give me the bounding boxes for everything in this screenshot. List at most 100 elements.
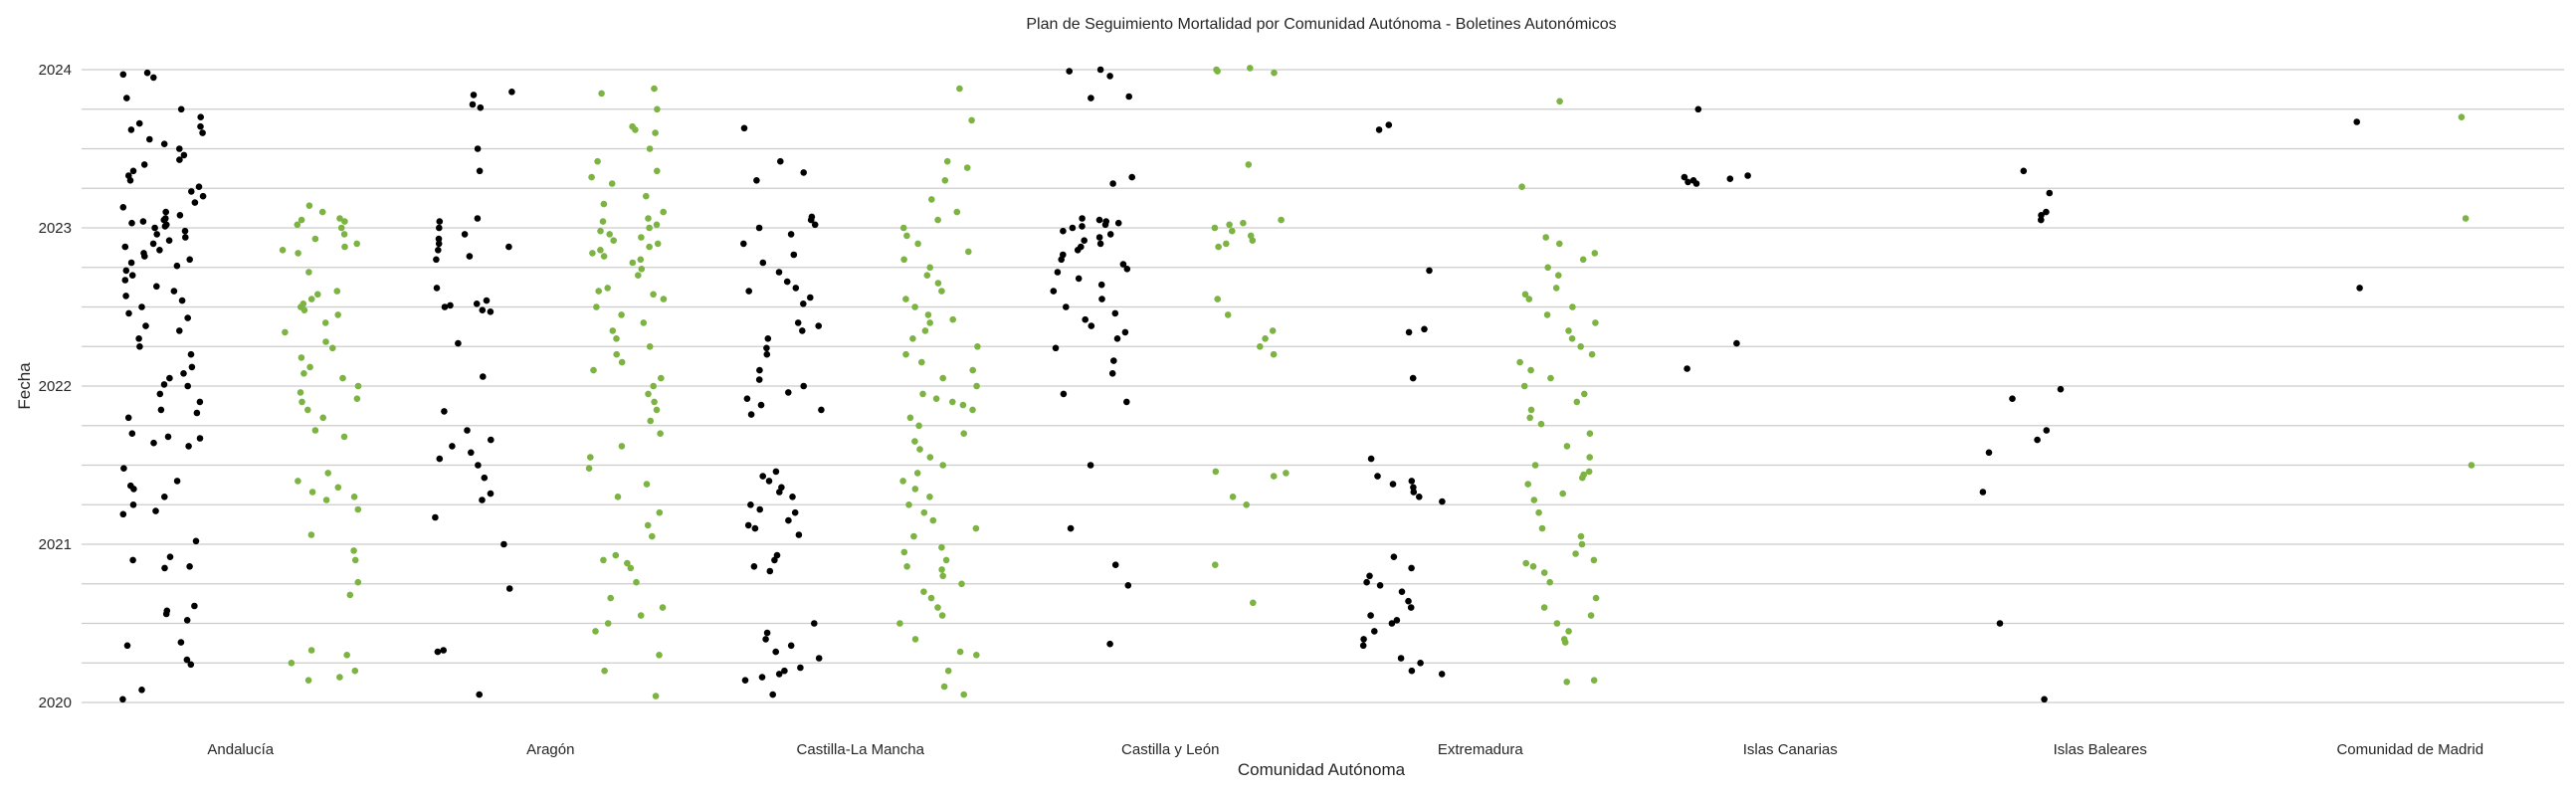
data-point — [959, 401, 967, 409]
data-point — [1108, 370, 1116, 377]
data-point — [188, 188, 195, 195]
data-point — [787, 231, 795, 238]
data-point — [1573, 398, 1581, 406]
data-point — [479, 497, 486, 503]
data-point — [1243, 501, 1250, 508]
data-point — [1588, 350, 1596, 358]
data-point — [759, 473, 766, 480]
data-point — [473, 300, 481, 307]
data-point — [185, 443, 192, 450]
data-point — [789, 494, 796, 500]
data-point — [176, 212, 184, 219]
data-point — [790, 251, 798, 259]
data-point — [638, 266, 646, 273]
data-point — [295, 478, 301, 485]
data-point — [614, 494, 622, 500]
data-point — [656, 652, 663, 659]
data-point — [973, 382, 980, 390]
data-point — [500, 540, 507, 548]
data-point — [1096, 66, 1104, 74]
x-tick-label: Castilla-La Mancha — [797, 741, 925, 758]
data-point — [341, 243, 348, 251]
data-point — [969, 406, 976, 414]
data-point — [1527, 406, 1535, 414]
data-point — [1098, 296, 1105, 302]
data-point — [960, 691, 967, 698]
data-point — [1565, 327, 1572, 334]
data-point — [938, 543, 945, 551]
data-point — [916, 446, 923, 453]
data-point — [651, 398, 658, 406]
data-point — [1128, 173, 1135, 181]
data-point — [1408, 667, 1416, 675]
data-point — [119, 510, 127, 518]
data-point — [279, 247, 287, 254]
data-point — [654, 240, 662, 248]
data-point — [618, 358, 626, 366]
data-point — [1586, 454, 1593, 461]
data-point — [119, 71, 127, 79]
data-point — [2034, 436, 2041, 444]
data-point — [298, 398, 305, 406]
data-point — [1088, 322, 1095, 329]
data-point — [939, 572, 946, 580]
data-point — [800, 169, 807, 176]
data-point — [1408, 478, 1416, 485]
data-point — [1516, 358, 1523, 366]
data-point — [1524, 481, 1531, 488]
data-point — [1522, 559, 1529, 567]
data-point — [604, 620, 612, 627]
data-point — [600, 253, 608, 260]
data-point — [1544, 264, 1551, 272]
data-point — [1577, 343, 1584, 350]
data-point — [1270, 350, 1278, 358]
data-point — [140, 161, 148, 168]
data-point — [1407, 604, 1415, 611]
data-point — [1106, 73, 1113, 80]
data-point — [351, 667, 359, 675]
data-point — [481, 474, 489, 482]
data-point — [944, 667, 952, 675]
data-point — [183, 617, 191, 624]
data-point — [775, 671, 783, 678]
data-point — [918, 358, 925, 366]
data-point — [136, 343, 143, 350]
data-point — [1106, 231, 1114, 238]
data-point — [811, 620, 818, 627]
data-point — [1109, 180, 1116, 187]
data-point — [138, 687, 145, 694]
data-point — [505, 585, 513, 592]
data-point — [156, 247, 163, 254]
data-point — [939, 462, 946, 469]
data-point — [1388, 620, 1396, 627]
data-point — [740, 240, 747, 248]
data-point — [1088, 95, 1094, 101]
data-point — [295, 250, 301, 257]
data-point — [164, 433, 172, 441]
x-tick-label: Comunidad de Madrid — [2336, 741, 2483, 758]
data-point — [1546, 578, 1553, 586]
data-point — [644, 521, 652, 529]
data-point — [334, 484, 342, 492]
data-point — [755, 224, 763, 232]
data-point — [2356, 285, 2363, 292]
data-point — [911, 636, 919, 643]
data-point — [346, 591, 354, 599]
data-point — [2009, 395, 2016, 403]
data-point — [1579, 256, 1587, 264]
data-point — [913, 470, 921, 477]
data-point — [1556, 98, 1563, 105]
data-point — [785, 389, 792, 396]
data-point — [1985, 449, 1993, 457]
data-point — [653, 406, 661, 414]
data-point — [756, 366, 763, 374]
data-point — [1078, 243, 1085, 251]
data-point — [165, 237, 173, 244]
data-point — [934, 604, 941, 611]
data-point — [593, 303, 600, 310]
data-point — [974, 343, 981, 350]
data-point — [483, 297, 491, 304]
data-point — [305, 202, 313, 209]
data-point — [433, 256, 440, 264]
